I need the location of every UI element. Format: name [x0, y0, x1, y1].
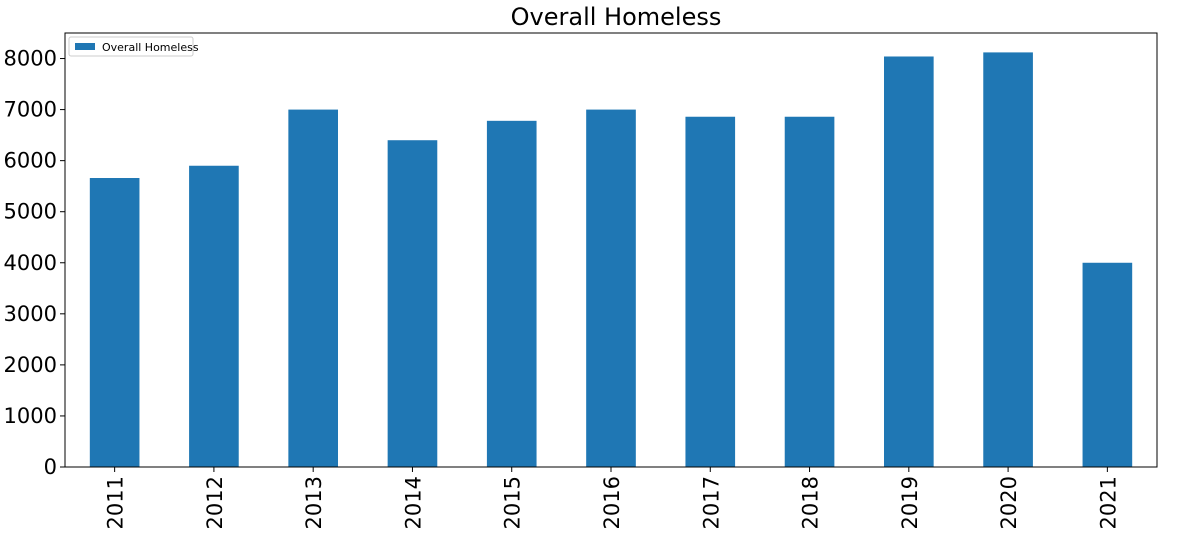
- y-tick-label-6000: 6000: [4, 149, 57, 173]
- y-tick-label-8000: 8000: [4, 47, 57, 71]
- x-tick-label-2017: 2017: [699, 476, 723, 529]
- y-tick-label-1000: 1000: [4, 404, 57, 428]
- bars-layer: [89, 52, 1133, 468]
- x-tick-label-2011: 2011: [104, 476, 128, 529]
- legend-swatch: [75, 43, 95, 50]
- bar-2014: [387, 140, 438, 467]
- x-tick-label-2013: 2013: [302, 476, 326, 529]
- bar-2021: [1082, 262, 1133, 467]
- bar-2020: [983, 52, 1033, 468]
- bar-2017: [685, 116, 736, 468]
- chart-title: Overall Homeless: [511, 3, 722, 31]
- x-axis: 2011 2012 2013 2014 2015 2016 2017 2018 2019 2020…: [104, 467, 1120, 529]
- legend-label: Overall Homeless: [102, 41, 199, 54]
- y-tick-label-4000: 4000: [4, 251, 57, 275]
- bar-2015: [486, 120, 537, 467]
- x-tick-label-2014: 2014: [401, 476, 425, 529]
- y-tick-label-5000: 5000: [4, 200, 57, 224]
- legend-box: [68, 36, 194, 57]
- legend: Overall Homeless: [68, 36, 199, 57]
- y-tick-label-3000: 3000: [4, 302, 57, 326]
- bar-2019: [884, 56, 934, 468]
- x-tick-label-2018: 2018: [799, 476, 823, 529]
- bar-2011: [89, 178, 140, 467]
- x-tick-label-2020: 2020: [997, 476, 1021, 529]
- x-tick-label-2019: 2019: [898, 476, 922, 529]
- y-tick-label-0: 0: [44, 455, 57, 479]
- y-tick-label-2000: 2000: [4, 353, 57, 377]
- bar-2013: [288, 109, 338, 467]
- x-tick-label-2021: 2021: [1096, 476, 1120, 529]
- y-axis: 0 1000 2000 3000 4000 5000 6000 7000 8000: [4, 47, 65, 479]
- x-tick-label-2015: 2015: [501, 476, 525, 529]
- y-tick-label-7000: 7000: [4, 98, 57, 122]
- bar-2012: [189, 165, 239, 467]
- bar-2016: [586, 109, 636, 467]
- bar-2018: [784, 116, 835, 468]
- x-tick-label-2012: 2012: [203, 476, 227, 529]
- x-tick-label-2016: 2016: [600, 476, 624, 529]
